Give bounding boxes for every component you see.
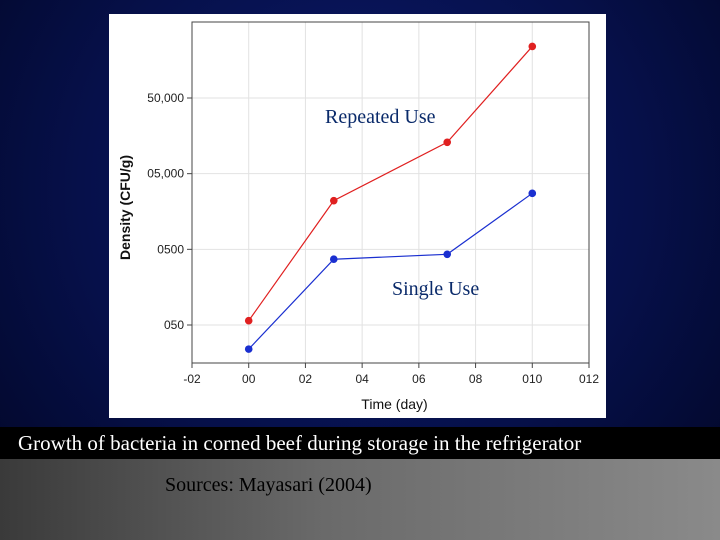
x-tick-label: -02: [183, 372, 201, 386]
x-tick-label: 012: [579, 372, 599, 386]
series-label-repeated: Repeated Use: [325, 106, 436, 128]
y-tick-label: 05,000: [147, 167, 184, 181]
data-point-single: [244, 345, 253, 353]
footer-band: [0, 459, 720, 540]
series-line-single: [248, 192, 533, 350]
y-tick-label: 0500: [157, 242, 184, 256]
series-label-single: Single Use: [392, 278, 480, 300]
chart-panel: -02 00 02 04 06 08 010 012 050 0500 05,000 50,000 Ti…: [109, 14, 606, 418]
x-tick-label: 04: [355, 372, 369, 386]
x-tick-label: 02: [299, 372, 313, 386]
data-point-single: [528, 189, 537, 198]
plot-frame: [191, 21, 590, 364]
data-point-single: [443, 250, 452, 259]
bacteria-growth-chart: -02 00 02 04 06 08 010 012 050 0500 05,000 50,000 Ti…: [117, 21, 599, 412]
data-point-repeated: [528, 42, 537, 51]
data-point-repeated: [329, 196, 338, 205]
data-point-single: [329, 255, 338, 264]
y-tick-label: 050: [164, 318, 184, 332]
chart-caption: Growth of bacteria in corned beef during…: [0, 427, 720, 459]
x-tick-label: 08: [469, 372, 483, 386]
y-axis-title: Density (CFU/g): [117, 155, 133, 260]
data-point-repeated: [443, 138, 452, 147]
data-point-repeated: [244, 316, 253, 325]
series-line-repeated: [248, 46, 533, 322]
x-tick-label: 06: [412, 372, 426, 386]
x-tick-label: 00: [242, 372, 256, 386]
x-axis-title: Time (day): [361, 396, 427, 412]
x-tick-label: 010: [522, 372, 542, 386]
source-citation: Sources: Mayasari (2004): [165, 474, 372, 496]
y-tick-label: 50,000: [147, 91, 184, 105]
